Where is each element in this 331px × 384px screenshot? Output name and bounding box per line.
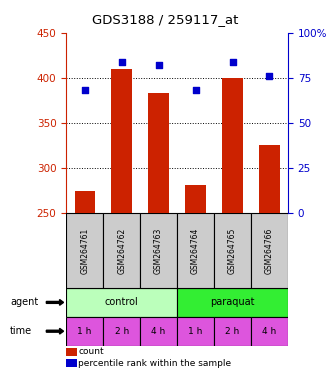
Bar xyxy=(148,93,169,213)
Text: 1 h: 1 h xyxy=(188,327,203,336)
Text: 4 h: 4 h xyxy=(262,327,277,336)
Bar xyxy=(66,317,103,346)
Bar xyxy=(112,69,132,213)
Point xyxy=(267,73,272,79)
Bar xyxy=(214,213,251,288)
Bar xyxy=(66,288,177,317)
Text: GSM264765: GSM264765 xyxy=(228,227,237,274)
Text: time: time xyxy=(10,326,32,336)
Bar xyxy=(251,213,288,288)
Text: 4 h: 4 h xyxy=(152,327,166,336)
Bar xyxy=(222,78,243,213)
Bar xyxy=(74,190,95,213)
Text: GSM264766: GSM264766 xyxy=(265,227,274,274)
Text: 2 h: 2 h xyxy=(225,327,240,336)
Bar xyxy=(177,317,214,346)
Text: GSM264763: GSM264763 xyxy=(154,227,163,274)
Text: percentile rank within the sample: percentile rank within the sample xyxy=(78,359,232,368)
Point xyxy=(156,62,161,68)
Text: GSM264764: GSM264764 xyxy=(191,227,200,274)
Bar xyxy=(185,185,206,213)
Bar xyxy=(66,213,103,288)
Text: agent: agent xyxy=(10,297,38,308)
Point xyxy=(193,87,198,93)
Point xyxy=(230,58,235,65)
Point xyxy=(119,58,124,65)
Bar xyxy=(103,317,140,346)
Text: control: control xyxy=(105,297,138,308)
Text: GSM264761: GSM264761 xyxy=(80,227,89,274)
Bar xyxy=(140,317,177,346)
Bar xyxy=(177,288,288,317)
Bar xyxy=(140,213,177,288)
Text: 2 h: 2 h xyxy=(115,327,129,336)
Bar xyxy=(103,213,140,288)
Bar xyxy=(251,317,288,346)
Text: GSM264762: GSM264762 xyxy=(117,227,126,274)
Text: paraquat: paraquat xyxy=(210,297,255,308)
Text: count: count xyxy=(78,347,104,356)
Bar xyxy=(214,317,251,346)
Point xyxy=(82,87,87,93)
Bar xyxy=(259,146,280,213)
Text: 1 h: 1 h xyxy=(77,327,92,336)
Bar xyxy=(177,213,214,288)
Text: GDS3188 / 259117_at: GDS3188 / 259117_at xyxy=(92,13,239,26)
